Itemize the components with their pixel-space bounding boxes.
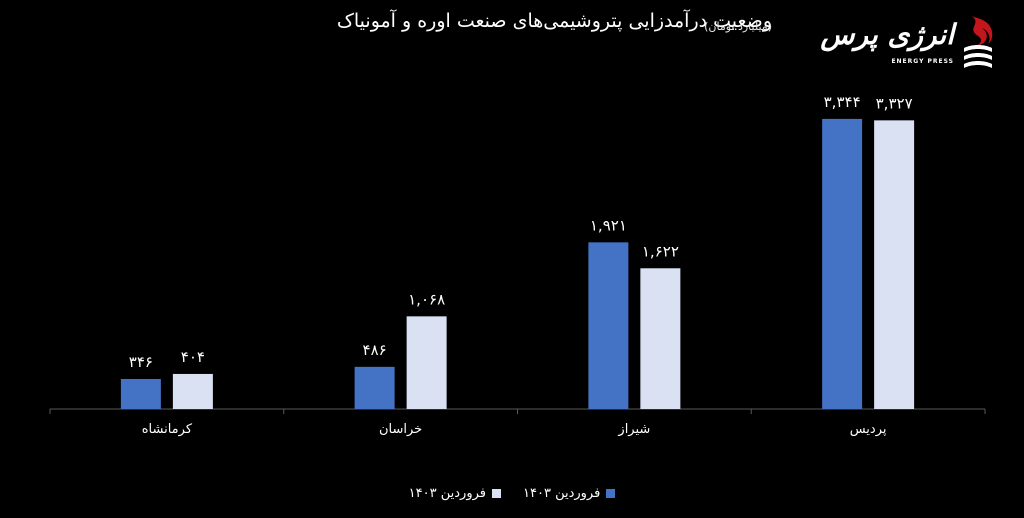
data-label-series-2-3: ۳,۳۲۷ bbox=[876, 94, 913, 112]
bar-series-1-2 bbox=[588, 242, 629, 409]
data-label-series-2-2: ۱,۶۲۲ bbox=[642, 242, 679, 260]
data-label-series-1-0: ۳۴۶ bbox=[129, 353, 153, 371]
logo-tagline: ENERGY PRESS bbox=[891, 58, 954, 65]
bar-series-1-1 bbox=[354, 366, 395, 409]
data-label-series-2-0: ۴۰۴ bbox=[181, 348, 205, 366]
data-label-series-1-1: ۴۸۶ bbox=[363, 341, 387, 359]
x-tick-label-2: شیراز bbox=[617, 422, 650, 437]
energy-press-logo: انرژی پرس ENERGY PRESS bbox=[808, 14, 998, 76]
bar-series-2-0 bbox=[172, 373, 213, 409]
legend-swatch-series-1 bbox=[606, 489, 616, 498]
legend-label-series-2: فروردین ۱۴۰۳ bbox=[408, 486, 486, 501]
chart-legend: فروردین ۱۴۰۳ فروردین ۱۴۰۳ bbox=[0, 486, 1024, 501]
x-tick-label-3: پردیس bbox=[850, 422, 887, 437]
bar-series-2-3 bbox=[874, 120, 915, 410]
data-label-series-2-1: ۱,۰۶۸ bbox=[408, 290, 445, 308]
x-tick-label-1: خراسان bbox=[379, 422, 422, 437]
chart-title: وضعیت درآمدزایی پتروشیمی‌های صنعت اوره و… bbox=[337, 10, 772, 32]
data-label-series-1-2: ۱,۹۲۱ bbox=[590, 216, 627, 234]
chart-title-text: وضعیت درآمدزایی پتروشیمی‌های صنعت اوره و… bbox=[336, 10, 772, 32]
legend-swatch-series-2 bbox=[492, 489, 501, 498]
chart-subtitle: (میلیارد تومان) bbox=[704, 20, 772, 33]
legend-item-series-2: فروردین ۱۴۰۳ bbox=[409, 486, 501, 501]
bar-series-2-1 bbox=[406, 316, 447, 409]
flame-logo-icon bbox=[964, 16, 993, 68]
data-label-series-1-3: ۳,۳۴۴ bbox=[824, 93, 861, 111]
legend-label-series-1: فروردین ۱۴۰۳ bbox=[523, 486, 601, 501]
legend-item-series-1: فروردین ۱۴۰۳ bbox=[523, 486, 616, 501]
bar-series-1-0 bbox=[120, 378, 161, 409]
x-tick-label-0: کرمانشاه bbox=[142, 422, 193, 437]
logo-wordmark: انرژی پرس bbox=[820, 18, 955, 51]
bar-series-2-2 bbox=[640, 268, 681, 409]
bar-series-1-3 bbox=[822, 118, 863, 409]
